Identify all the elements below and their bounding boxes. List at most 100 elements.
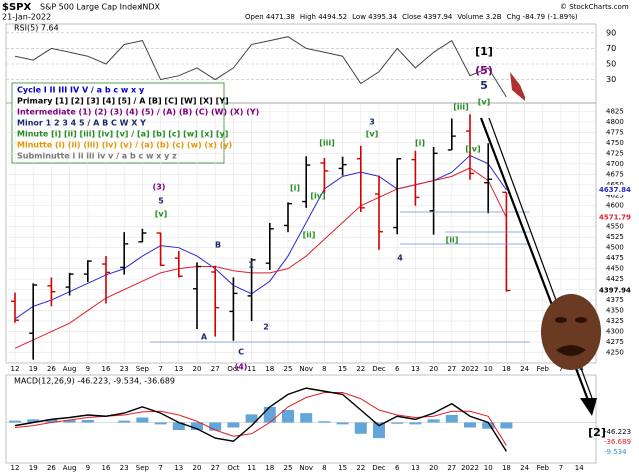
x-tick-label: Oct: [227, 365, 239, 373]
x-tick-label: 27: [447, 464, 456, 472]
x-tick-label: 24: [520, 365, 529, 373]
y-tick-label: 4650: [606, 181, 624, 189]
x-tick-label: 23: [120, 464, 129, 472]
rsi-tick-label: 30: [606, 75, 616, 84]
macd-histogram-bar: [45, 419, 58, 423]
wave-label: C: [238, 348, 244, 357]
x-tick-label: 22: [356, 365, 365, 373]
wave-legend-entry: Minor 1 2 3 4 5 / A B C W X Y: [17, 119, 146, 128]
y-tick-label: 4700: [606, 160, 624, 168]
macd-histogram-bar: [300, 413, 313, 423]
x-tick-label: 9: [86, 464, 90, 472]
quote-field: Low 4395.34: [352, 13, 398, 21]
rsi-tick-label: 70: [606, 44, 616, 53]
exchange: INDX: [140, 3, 161, 12]
wave-legend-entry: Primary [1] [2] [3] [4] [5] / A [B] [C] …: [17, 97, 229, 106]
last-value-label: 4571.79: [599, 214, 631, 222]
x-tick-label: 27: [211, 365, 220, 373]
x-tick-label: Aug: [63, 365, 77, 373]
rsi-line: [14, 36, 507, 98]
x-tick-label: 11: [247, 365, 256, 373]
x-tick-label: 9: [86, 365, 90, 373]
x-tick-label: 20: [429, 464, 438, 472]
wave-label: [v]: [478, 98, 491, 107]
rsi-tick-label: 50: [606, 60, 616, 69]
rsi-tick-label: 90: [606, 28, 616, 37]
quote-field: Chg -84.79 (-1.89%): [507, 13, 578, 21]
wave-label: [i]: [290, 184, 300, 193]
x-tick-label: 18: [502, 464, 511, 472]
macd-histogram-bar: [482, 422, 495, 429]
y-tick-label: 4425: [606, 275, 624, 283]
quote-field: Close 4397.94: [402, 13, 453, 21]
y-tick-label: 4475: [606, 254, 624, 262]
y-tick-label: 4600: [606, 202, 624, 210]
y-tick-label: 4300: [606, 328, 624, 336]
ticker: $SPX: [2, 2, 31, 13]
macd-histogram-bar: [81, 420, 94, 423]
y-tick-label: 4725: [606, 149, 624, 157]
y-tick-label: 4675: [606, 170, 624, 178]
x-tick-label: 14: [575, 464, 584, 472]
macd-histogram-bar: [227, 422, 240, 428]
x-tick-label: 12: [11, 365, 20, 373]
x-tick-label: Feb: [537, 365, 550, 373]
macd-label: MACD(12,26,9) -46.223, -9.534, -36.689: [14, 377, 175, 386]
wave-label: 5: [480, 79, 488, 92]
y-tick-label: 4350: [606, 307, 624, 315]
macd-histogram-bar: [63, 420, 76, 423]
x-tick-label: 26: [47, 365, 56, 373]
macd-histogram-bar: [118, 420, 131, 423]
y-tick-label: 4525: [606, 233, 624, 241]
x-tick-label: Nov: [299, 464, 313, 472]
wave-label: 4: [397, 254, 403, 263]
face-image: [541, 294, 601, 370]
x-tick-label: 25: [284, 365, 293, 373]
macd-line: [14, 387, 507, 452]
x-tick-label: 10: [484, 365, 493, 373]
y-tick-label: 4375: [606, 296, 624, 304]
wave-label: [iv]: [310, 192, 325, 201]
x-tick-label: 8: [322, 464, 326, 472]
wave-label: [ii]: [303, 231, 316, 240]
last-value-box: [597, 212, 637, 223]
x-tick-label: 13: [411, 365, 420, 373]
quote-field: Volume 3.2B: [457, 13, 501, 21]
macd-histogram-bar: [409, 422, 422, 425]
macd-histogram-bar: [263, 406, 276, 423]
quote-field: Open 4471.38: [245, 13, 295, 21]
x-tick-label: 7: [559, 365, 563, 373]
x-tick-label: 19: [29, 365, 38, 373]
wave-label: [v]: [366, 130, 379, 139]
x-tick-label: Aug: [63, 464, 77, 472]
wave-label: [2]: [588, 426, 606, 439]
price-frame: [5, 102, 597, 364]
y-tick-label: 4325: [606, 317, 624, 325]
x-tick-label: 2022: [461, 365, 479, 373]
x-tick-label: 11: [247, 464, 256, 472]
last-value-label: 4397.94: [599, 286, 631, 294]
wave-legend-entry: Cycle I II III IV V / a b c w x y: [17, 86, 145, 95]
rsi-label: RSI(5) 7.64: [14, 24, 59, 33]
x-tick-label: Sep: [136, 464, 150, 472]
x-tick-label: 20: [193, 365, 202, 373]
macd-histogram-bar: [336, 422, 349, 425]
x-tick-label: Dec: [372, 464, 386, 472]
face-eye: [555, 317, 567, 323]
wave-legend-box: [11, 82, 225, 164]
wave-label: 1: [248, 261, 254, 270]
x-tick-label: 6: [395, 365, 400, 373]
x-tick-label: 12: [11, 464, 20, 472]
macd-histogram-bar: [354, 422, 367, 434]
moving-average: [14, 167, 507, 349]
index-name: S&P 500 Large Cap Index: [40, 3, 142, 12]
x-tick-label: 8: [322, 365, 326, 373]
last-value-label: 4637.84: [599, 186, 631, 194]
macd-last-label: -9.534: [604, 448, 627, 456]
x-tick-label: 7: [158, 365, 162, 373]
macd-histogram-bar: [172, 422, 185, 430]
macd-histogram-bar: [209, 422, 222, 431]
x-tick-label: 25: [284, 464, 293, 472]
macd-histogram-bar: [373, 422, 385, 439]
